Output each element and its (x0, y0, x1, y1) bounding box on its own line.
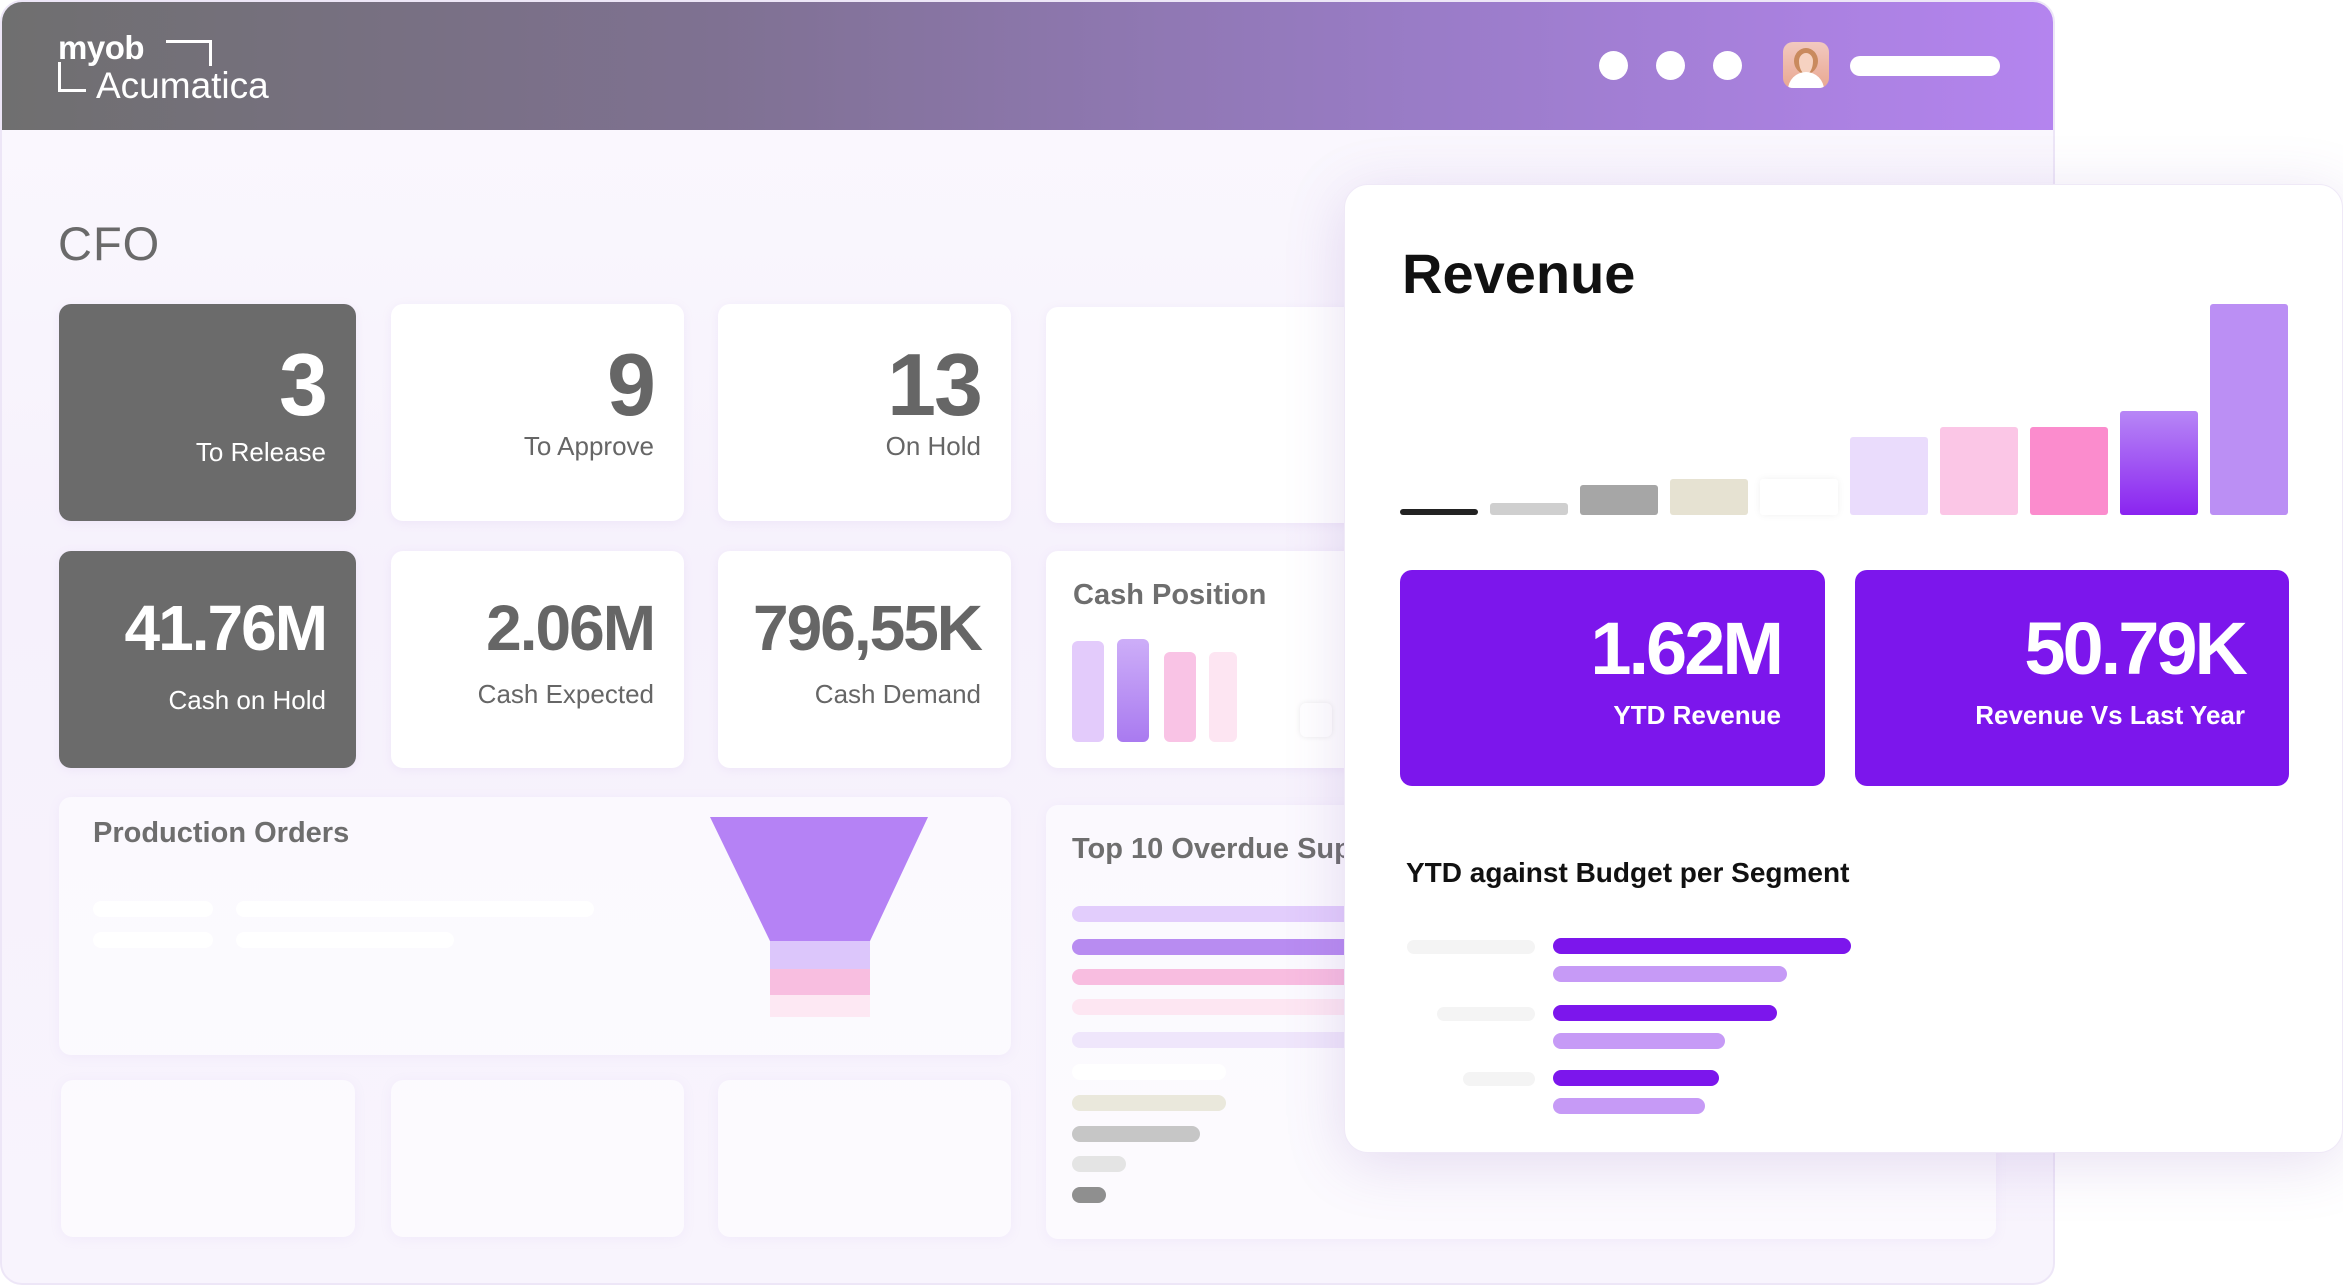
blank-tile (1046, 307, 1356, 523)
cash-bar-3 (1164, 652, 1196, 742)
cash-bar-5 (1300, 703, 1332, 737)
revenue-bar-4 (1670, 479, 1748, 515)
segment-actual-bar (1553, 1005, 1777, 1021)
user-name-placeholder[interactable] (1850, 56, 2000, 76)
revenue-bar-3 (1580, 485, 1658, 515)
app-header: myob Acumatica (2, 2, 2053, 130)
avatar-head (1794, 48, 1818, 74)
revenue-card[interactable]: Revenue 1.62M YTD Revenue 50.79K Revenue… (1344, 184, 2343, 1153)
logo-bracket-top (166, 40, 212, 66)
revenue-bar-6 (1850, 437, 1928, 515)
ytd-revenue-tile[interactable]: 1.62M YTD Revenue (1400, 570, 1825, 786)
user-avatar[interactable] (1783, 42, 1829, 88)
revenue-bar-2 (1490, 503, 1568, 515)
segment-budget-bar (1553, 966, 1787, 982)
production-orders-title: Production Orders (93, 817, 350, 849)
kpi-value: 41.76M (124, 592, 328, 664)
brand-logo[interactable]: myob Acumatica (58, 30, 269, 106)
cash-position-card[interactable]: Cash Position (1046, 551, 1356, 768)
logo-bracket-bottom (58, 62, 86, 92)
placeholder-line (93, 932, 213, 948)
logo-text-acumatica: Acumatica (58, 62, 269, 106)
overdue-bar (1072, 1156, 1126, 1172)
overdue-bar (1072, 1064, 1226, 1080)
placeholder-line (236, 932, 454, 948)
kpi-to-approve[interactable]: 9 To Approve (391, 304, 684, 521)
kpi-value: 796,55K (753, 592, 983, 664)
segment-label-placeholder (1463, 1072, 1535, 1086)
kpi-value: 13 (887, 335, 983, 434)
placeholder-tile (718, 1080, 1011, 1237)
kpi-cash-expected[interactable]: 2.06M Cash Expected (391, 551, 684, 768)
placeholder-tile (391, 1080, 684, 1237)
kpi-value: 3 (279, 335, 328, 434)
overdue-bar (1072, 1032, 1372, 1048)
revenue-bar-8 (2030, 427, 2108, 515)
overdue-bar (1072, 969, 1372, 985)
revenue-bar-7 (1940, 427, 2018, 515)
kpi-cash-demand[interactable]: 796,55K Cash Demand (718, 551, 1011, 768)
ytd-revenue-value: 1.62M (1590, 607, 1784, 690)
avatar-body (1788, 72, 1824, 88)
overdue-bar (1072, 999, 1372, 1015)
production-orders-card[interactable]: Production Orders (59, 797, 1011, 1055)
header-menu-dot-1[interactable] (1599, 51, 1628, 80)
revenue-vs-last-year-value: 50.79K (2024, 607, 2248, 690)
cash-position-title: Cash Position (1073, 579, 1267, 611)
overdue-bar (1072, 1095, 1226, 1111)
segment-label-placeholder (1407, 940, 1535, 954)
kpi-label: To Approve (523, 431, 654, 461)
page-title: CFO (58, 217, 161, 270)
revenue-bar-1 (1400, 509, 1478, 515)
funnel-chart (710, 817, 928, 1017)
kpi-value: 2.06M (486, 592, 656, 664)
revenue-title: Revenue (1402, 242, 1636, 305)
logo-text-myob: myob (58, 29, 145, 66)
cash-bar-2 (1117, 639, 1149, 742)
segment-budget-bar (1553, 1033, 1725, 1049)
kpi-label: Cash Demand (814, 679, 981, 709)
kpi-label: To Release (195, 437, 326, 467)
overdue-bar (1072, 1126, 1200, 1142)
revenue-vs-last-year-label: Revenue Vs Last Year (1975, 700, 2245, 730)
logo-wordmark: Acumatica (96, 65, 269, 106)
segment-actual-bar (1553, 1070, 1719, 1086)
overdue-bar (1072, 1187, 1106, 1203)
segment-budget-bar (1553, 1098, 1705, 1114)
cash-bar-1 (1072, 641, 1104, 742)
top-overdue-title: Top 10 Overdue Sup (1072, 833, 1352, 865)
kpi-cash-on-hold[interactable]: 41.76M Cash on Hold (59, 551, 356, 768)
revenue-bar-9 (2120, 411, 2198, 515)
segment-actual-bar (1553, 938, 1851, 954)
kpi-to-release[interactable]: 3 To Release (59, 304, 356, 521)
overdue-bar (1072, 906, 1372, 922)
kpi-label: On Hold (885, 431, 981, 461)
segment-label-placeholder (1437, 1007, 1535, 1021)
placeholder-tile (61, 1080, 355, 1237)
overdue-bar (1072, 939, 1372, 955)
kpi-label: Cash Expected (477, 679, 654, 709)
placeholder-line (93, 901, 213, 917)
revenue-vs-last-year-tile[interactable]: 50.79K Revenue Vs Last Year (1855, 570, 2289, 786)
revenue-bar-10 (2210, 304, 2288, 515)
ytd-revenue-label: YTD Revenue (1613, 700, 1781, 730)
kpi-on-hold[interactable]: 13 On Hold (718, 304, 1011, 521)
cash-bar-4 (1209, 652, 1237, 742)
header-menu-dot-3[interactable] (1713, 51, 1742, 80)
placeholder-line (236, 901, 594, 917)
kpi-value: 9 (607, 335, 656, 434)
revenue-bar-5 (1760, 479, 1838, 515)
header-menu-dot-2[interactable] (1656, 51, 1685, 80)
kpi-label: Cash on Hold (168, 685, 326, 715)
segment-chart-title: YTD against Budget per Segment (1406, 857, 1850, 888)
